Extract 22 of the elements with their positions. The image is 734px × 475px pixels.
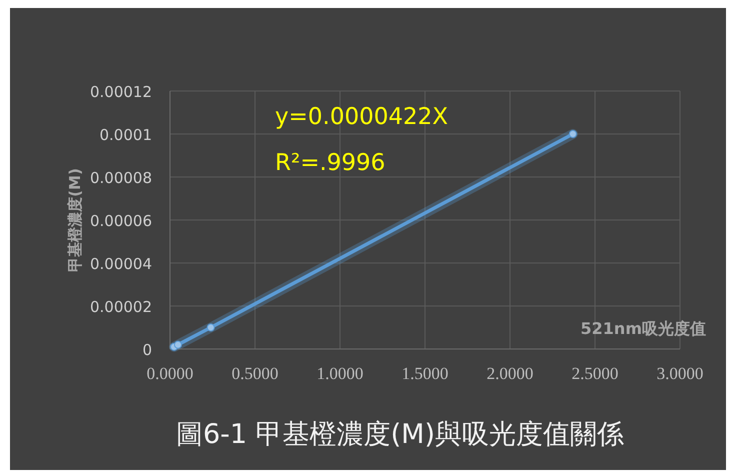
point [174,340,182,349]
y-tick-label: 0.00008 [90,169,152,187]
x-axis-title: 521nm吸光度值 [580,319,706,338]
y-tick-label: 0.0001 [100,126,152,144]
x-tick-label: 2.0000 [486,364,534,383]
y-tick-label: 0.00002 [90,298,152,316]
x-tick-label: 1.0000 [316,364,364,383]
y-axis-title: 甲基橙濃度(M) [66,168,84,272]
y-tick-label: 0 [142,341,152,359]
annotation: R²=.9996 [275,150,386,176]
x-tick-label: 1.5000 [402,364,448,383]
x-tick-label: 2.5000 [572,364,618,383]
y-tick-label: 0.00012 [90,83,152,101]
text: 圖6-1 甲基橙濃度(M)與吸光度值關係 [176,419,624,450]
x-tick-label: 3.0000 [656,364,704,383]
annotation: y=0.0000422X [275,104,448,130]
x-tick-label: 0.5000 [232,364,278,383]
point [568,130,577,138]
y-tick-label: 0.00004 [90,255,152,273]
y-tick-label: 0.00006 [90,212,152,230]
point [206,324,215,332]
x-tick-label: 0.0000 [146,364,194,383]
